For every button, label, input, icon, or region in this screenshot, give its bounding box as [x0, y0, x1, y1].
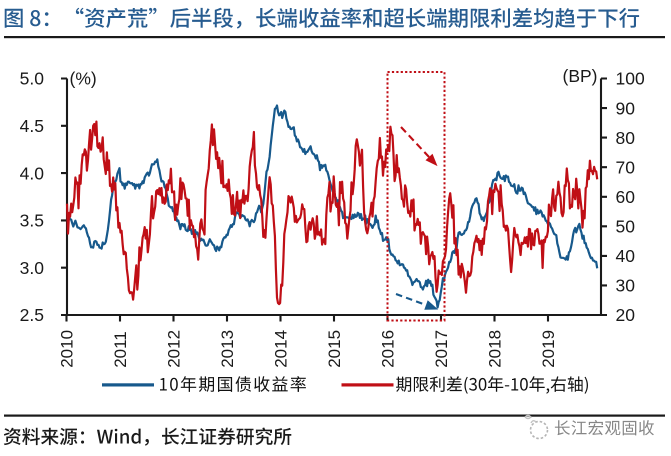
svg-text:4.0: 4.0	[20, 163, 45, 183]
svg-text:2019: 2019	[539, 330, 558, 368]
svg-text:20: 20	[616, 305, 636, 325]
svg-text:3.0: 3.0	[20, 258, 45, 278]
svg-text:2017: 2017	[432, 330, 451, 368]
svg-text:2018: 2018	[486, 330, 505, 368]
svg-text:2016: 2016	[379, 330, 398, 368]
svg-text:5.0: 5.0	[20, 69, 45, 89]
svg-text:(BP): (BP)	[563, 66, 598, 86]
svg-text:50: 50	[616, 217, 636, 237]
svg-text:4.5: 4.5	[20, 116, 44, 136]
svg-text:80: 80	[616, 128, 636, 148]
svg-text:2013: 2013	[218, 330, 237, 368]
svg-text:2010: 2010	[58, 330, 77, 368]
svg-text:2012: 2012	[165, 330, 184, 368]
svg-text:2011: 2011	[111, 331, 130, 368]
svg-text:60: 60	[616, 187, 636, 207]
svg-text:90: 90	[616, 98, 636, 118]
svg-text:2.5: 2.5	[20, 305, 44, 325]
svg-text:2015: 2015	[325, 330, 344, 368]
svg-text:3.5: 3.5	[20, 211, 44, 231]
svg-text:(%): (%)	[70, 69, 97, 89]
svg-text:70: 70	[616, 157, 636, 177]
svg-text:100: 100	[616, 69, 645, 89]
svg-text:40: 40	[616, 246, 636, 266]
svg-text:30: 30	[616, 276, 636, 296]
svg-text:2014: 2014	[272, 330, 291, 368]
